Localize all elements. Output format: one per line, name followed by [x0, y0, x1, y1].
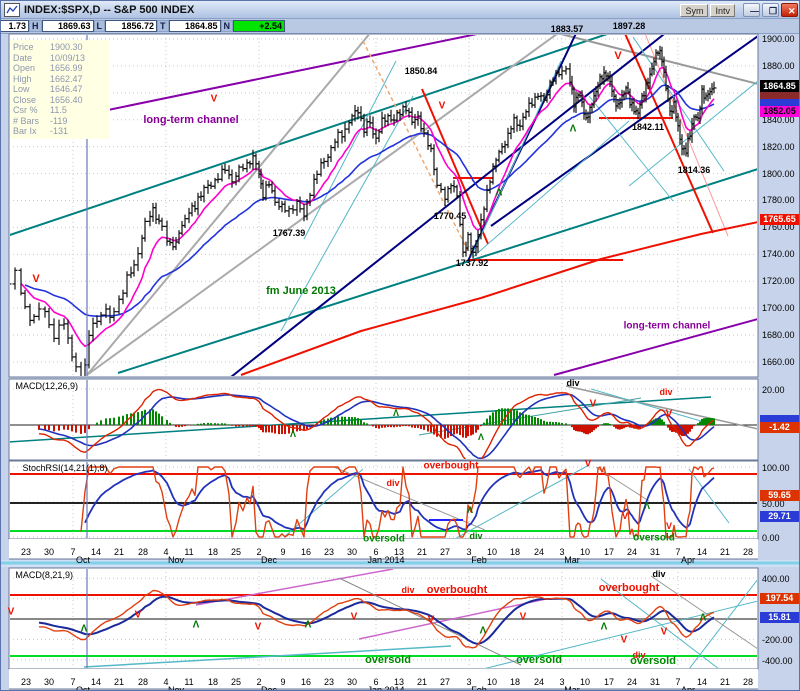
stochrsi-line	[80, 466, 715, 538]
trend-line[interactable]	[86, 26, 376, 376]
cursor-data-panel: Price 1900.30 Date 10/09/13 Open 1656.99 High 1…	[10, 40, 110, 139]
restore-button[interactable]: ❐	[762, 3, 779, 17]
macd2-line	[38, 589, 715, 649]
trend-line[interactable]	[421, 88, 489, 245]
date-axis	[9, 669, 758, 689]
cursor-data-row: High 1662.47	[13, 73, 83, 84]
trend-line[interactable]	[362, 40, 472, 258]
trend-line[interactable]	[650, 575, 758, 649]
date-axis	[9, 539, 758, 559]
trend-line[interactable]	[83, 645, 452, 668]
trend-line[interactable]	[590, 388, 702, 422]
quote-field-label: H	[29, 20, 42, 32]
trend-line[interactable]	[470, 60, 562, 258]
quote-field-value[interactable]: 1869.63	[41, 20, 94, 32]
trend-line[interactable]	[565, 385, 758, 430]
trend-line[interactable]	[541, 29, 758, 85]
minimize-button[interactable]: —	[743, 3, 760, 17]
trend-line[interactable]	[472, 120, 630, 258]
cursor-data-row: Low 1646.47	[13, 84, 83, 94]
trend-line[interactable]	[117, 168, 758, 374]
trend-line[interactable]	[490, 35, 758, 227]
trend-line[interactable]	[283, 468, 364, 538]
quote-field-label: T	[157, 20, 169, 32]
trend-line[interactable]	[86, 31, 561, 376]
trend-line[interactable]	[467, 27, 579, 262]
cursor-data-row: Close 1656.40	[13, 94, 83, 105]
trend-line[interactable]	[195, 569, 394, 606]
price-bars	[10, 45, 717, 376]
quote-field-label: N	[220, 20, 233, 32]
trend-line[interactable]	[303, 60, 397, 240]
intv-button[interactable]: Intv	[710, 3, 735, 17]
trend-line[interactable]	[1, 26, 631, 238]
cursor-data-row: Csr % 11.5	[13, 105, 67, 115]
macd1-panel[interactable]	[8, 378, 759, 461]
quote-field-value[interactable]: 1864.85	[168, 20, 221, 32]
cursor-data-row: # Bars -119	[13, 115, 68, 126]
title-bar[interactable]: INDEX:$SPX,D -- S&P 500 INDEX Sym Intv —…	[1, 1, 799, 19]
quote-field-label: L	[93, 20, 105, 32]
trend-line[interactable]	[358, 598, 547, 640]
quote-field-value[interactable]: +2.54	[233, 20, 285, 32]
trend-line[interactable]	[688, 468, 730, 524]
trend-curve	[240, 221, 757, 376]
app-icon	[4, 2, 20, 17]
cursor-data-row: Open 1656.99	[13, 63, 83, 73]
macd2-signal-line	[38, 595, 715, 645]
cursor-data-row: Date 10/09/13	[13, 52, 86, 63]
trend-line[interactable]	[689, 579, 758, 669]
window-title: INDEX:$SPX,D -- S&P 500 INDEX	[24, 3, 195, 16]
trend-line[interactable]	[588, 95, 674, 202]
macd-line	[38, 388, 715, 459]
cursor-data-row: Price 1900.30	[13, 42, 83, 52]
trend-line[interactable]	[280, 95, 414, 332]
sym-button[interactable]: Sym	[680, 3, 709, 17]
quote-partial-field[interactable]: 1.73	[1, 20, 29, 32]
trend-line[interactable]	[9, 396, 712, 443]
quote-field-value[interactable]: 1856.72	[105, 20, 157, 32]
trend-line[interactable]	[628, 81, 758, 187]
trend-line[interactable]	[600, 578, 719, 669]
close-button[interactable]: ✕	[781, 3, 798, 17]
trend-line[interactable]	[623, 29, 714, 234]
trend-line[interactable]	[553, 318, 758, 376]
cursor-data-row: Bar Ix -131	[13, 126, 69, 136]
trend-line[interactable]	[644, 31, 729, 237]
stochrsi-smoothed-line	[84, 469, 715, 531]
